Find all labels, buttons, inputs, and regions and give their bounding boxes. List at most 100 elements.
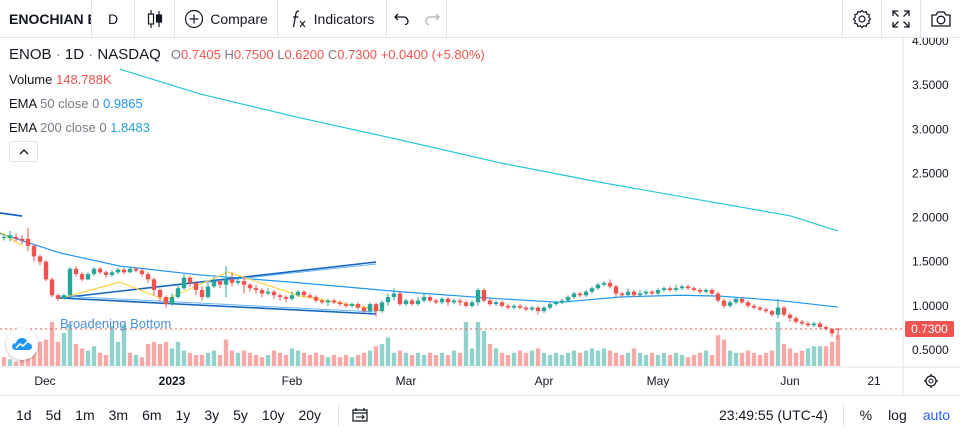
legend-sep: · (88, 46, 94, 63)
candle-body (517, 305, 523, 308)
volume-bar (163, 341, 169, 366)
range-10y[interactable]: 10y (261, 406, 285, 423)
auto-scale-toggle[interactable]: auto (922, 407, 950, 423)
volume-bar (289, 348, 295, 366)
pattern-upper-trendline (59, 261, 377, 299)
volume-bar (145, 344, 151, 366)
settings-button[interactable] (842, 0, 881, 38)
candle-body (541, 307, 547, 312)
volume-bar (523, 352, 529, 366)
volume-value: 148.788K (56, 72, 112, 87)
time-axis-settings-button[interactable] (924, 374, 938, 388)
fullscreen-button[interactable] (881, 0, 920, 38)
candle-body (535, 307, 541, 312)
volume-bar (577, 352, 583, 366)
candle-body (343, 304, 349, 306)
volume-bar (745, 350, 751, 366)
candles-icon (147, 9, 162, 28)
range-20y[interactable]: 20y (298, 406, 322, 423)
price-tick-label: 3.0000 (912, 122, 949, 136)
indicators-button[interactable]: Indicators (278, 0, 387, 38)
candle-body (811, 323, 817, 326)
time-tick-label: 2023 (159, 374, 186, 388)
ema200-legend[interactable]: EMA 200 close 0 1.8483 (9, 120, 150, 135)
interval-button[interactable]: D (92, 0, 135, 38)
candle-body (679, 286, 685, 289)
candle-body (799, 321, 805, 324)
volume-bar (529, 350, 535, 366)
range-1m[interactable]: 1m (75, 406, 95, 423)
volume-legend[interactable]: Volume 148.788K (9, 72, 112, 87)
candle-body (187, 277, 193, 283)
volume-bar (379, 344, 385, 366)
ema50-legend[interactable]: EMA 50 close 0 0.9865 (9, 96, 143, 111)
price-chart[interactable]: 4.0000 3.5000 3.0000 2.5000 2.0000 1.5000 1.00… (0, 38, 960, 395)
snapshot-button[interactable] (920, 0, 960, 38)
open-value: 0.7405 (181, 47, 221, 62)
candle-body (289, 295, 295, 299)
undo-redo-group (387, 0, 447, 38)
volume-bar (655, 355, 661, 366)
undo-icon[interactable] (393, 12, 410, 26)
range-1y[interactable]: 1y (175, 406, 191, 423)
candle-body (301, 291, 307, 296)
volume-bar (157, 344, 163, 366)
range-5d[interactable]: 5d (45, 406, 62, 423)
chart-type-button[interactable] (135, 0, 175, 38)
volume-bar (61, 333, 67, 366)
volume-bar (223, 339, 229, 366)
candle-body (133, 268, 139, 271)
cloud-icon (12, 338, 32, 350)
close-value: 0.7300 (337, 47, 377, 62)
candle-body (55, 295, 61, 299)
time-tick-label: 21 (867, 374, 881, 388)
candle-body (493, 302, 499, 305)
volume-bar (175, 341, 181, 366)
symbol-search[interactable]: ENOCHIAN BIOSCIENCES INC (0, 0, 92, 38)
volume-bar (295, 350, 301, 366)
candle-body (787, 314, 793, 319)
clock-timezone[interactable]: 23:49:55 (UTC-4) (719, 407, 828, 423)
candle-body (145, 274, 151, 280)
range-6m[interactable]: 6m (142, 406, 162, 423)
volume-bar (553, 352, 559, 366)
ema200-line (119, 68, 839, 232)
candle-body (175, 288, 181, 298)
legend-symbol: ENOB (9, 46, 52, 63)
volume-bar (109, 326, 115, 366)
candle-body (703, 289, 709, 292)
candle-body (37, 256, 43, 262)
range-5y[interactable]: 5y (233, 406, 248, 423)
candle-body (79, 274, 85, 280)
volume-bar (253, 355, 259, 366)
candle-body (349, 304, 355, 306)
candle-body (571, 293, 577, 298)
log-scale-toggle[interactable]: log (888, 407, 907, 423)
candle-body (523, 307, 529, 310)
range-1d[interactable]: 1d (16, 406, 32, 423)
volume-bar (475, 322, 481, 366)
volume-bar (619, 355, 625, 366)
volume-bar (37, 341, 43, 366)
candle-body (91, 268, 97, 275)
candle-body (565, 297, 571, 301)
percent-scale-toggle[interactable]: % (859, 407, 873, 423)
volume-bar (667, 355, 673, 366)
redo-icon[interactable] (424, 12, 440, 26)
legend-collapse-button[interactable] (9, 141, 38, 162)
range-3y[interactable]: 3y (204, 406, 220, 423)
compare-button[interactable]: Compare (175, 0, 278, 38)
scale-options: % log auto (827, 396, 950, 433)
goto-date-button[interactable] (345, 407, 375, 423)
range-3m[interactable]: 3m (108, 406, 129, 423)
candle-body (559, 300, 565, 303)
price-tick-label: 0.5000 (912, 343, 949, 357)
volume-bar (115, 341, 121, 366)
pattern-label: Broadening Bottom (60, 316, 172, 331)
candle-body (307, 295, 313, 298)
ema50-value: 0.9865 (102, 96, 143, 111)
tradingview-logo[interactable] (6, 328, 38, 360)
price-tick-label: 3.5000 (912, 78, 949, 92)
candle-body (205, 286, 211, 298)
time-tick-label: Apr (535, 374, 554, 388)
